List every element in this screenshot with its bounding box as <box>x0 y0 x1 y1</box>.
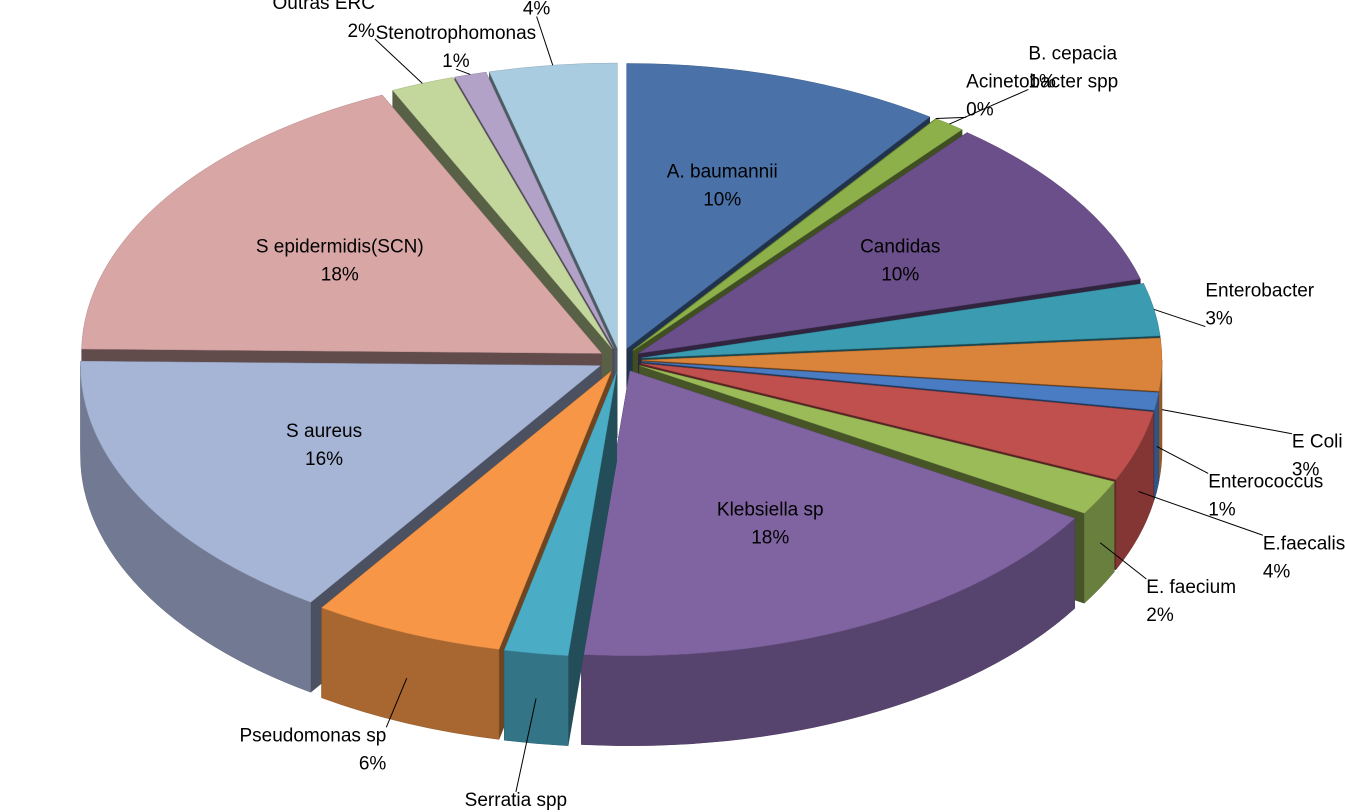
slice-wall <box>504 649 569 746</box>
leader-line <box>1153 308 1206 328</box>
value-label: 4% <box>523 0 551 20</box>
slice <box>81 94 603 354</box>
slice-label: Acinetobacter spp <box>966 71 1118 92</box>
slice <box>80 360 602 603</box>
slice-label: Candidas <box>860 236 940 257</box>
slice <box>321 370 612 650</box>
value-label: 3% <box>1205 309 1233 330</box>
slice <box>640 363 1154 480</box>
slice <box>454 71 615 349</box>
value-label: 2% <box>1146 605 1174 626</box>
leader-line <box>374 38 423 84</box>
value-label: 1% <box>1208 499 1236 520</box>
leader-line <box>455 68 471 75</box>
slice <box>641 361 1160 411</box>
slice-label: S aureus <box>286 421 362 442</box>
slice-label: Stenotrophomonas <box>376 23 537 44</box>
slice-label: E Coli <box>1292 432 1343 453</box>
value-label: 1% <box>442 51 470 72</box>
slice <box>641 337 1163 392</box>
value-label: 18% <box>751 528 789 549</box>
leader-line <box>935 116 967 120</box>
slice-label: Klebsiella sp <box>717 500 824 521</box>
leader-line <box>536 16 554 66</box>
value-label: 10% <box>703 190 741 211</box>
slice-label: A. baumannii <box>667 162 778 183</box>
leader-line <box>1156 446 1209 474</box>
slice-label: E. faecium <box>1146 577 1236 598</box>
leader-line <box>949 89 1029 125</box>
value-label: 2% <box>347 21 375 42</box>
slice-label: B. cepacia <box>1028 43 1117 64</box>
leader-line <box>1161 409 1293 435</box>
slice-label: Enterococcus <box>1208 471 1323 492</box>
slice <box>638 132 1141 354</box>
slice-label: S epidermidis(SCN) <box>256 236 424 257</box>
slice <box>626 63 931 349</box>
slice-label: Outras ERC <box>273 0 375 14</box>
slice-label: Serratia spp <box>465 790 567 811</box>
slice <box>581 370 1076 657</box>
leader-line <box>1138 491 1264 536</box>
value-label: 4% <box>1263 561 1291 582</box>
value-label: 0% <box>966 99 994 120</box>
value-label: 16% <box>305 449 343 470</box>
value-label: 18% <box>321 264 359 285</box>
value-label: 6% <box>359 753 387 774</box>
slice-label: E.faecalis <box>1263 533 1345 554</box>
slice-label: Enterobacter <box>1205 281 1314 302</box>
slice <box>639 365 1115 514</box>
leader-line <box>1099 542 1147 580</box>
leader-line <box>515 698 537 793</box>
value-label: 10% <box>881 264 919 285</box>
slice <box>503 371 617 656</box>
value-label: 3% <box>1292 460 1320 481</box>
slice <box>488 62 618 349</box>
leader-line <box>385 677 408 728</box>
slice-label: Pseudomonas sp <box>239 725 386 746</box>
value-label: 1% <box>1028 71 1056 92</box>
